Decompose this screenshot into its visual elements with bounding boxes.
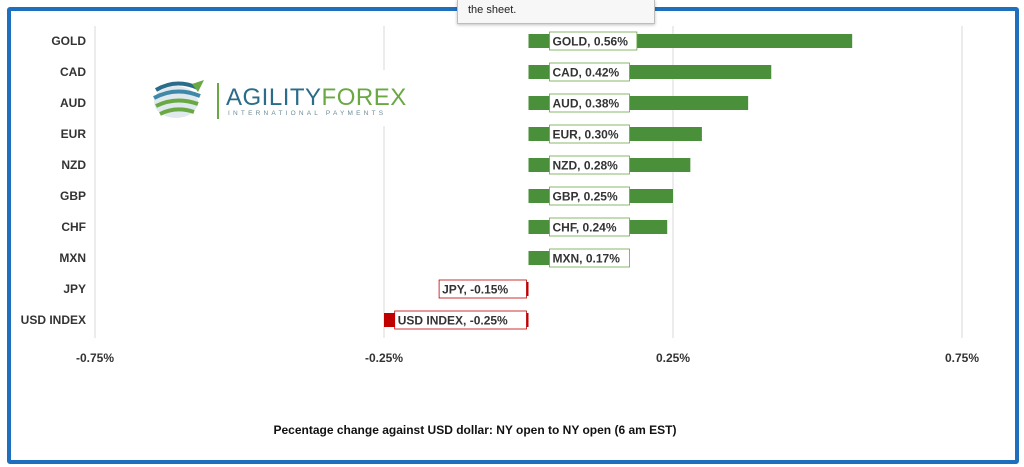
category-label: EUR (61, 127, 87, 141)
tooltip-text: the sheet. (468, 4, 517, 16)
x-axis-caption: Pecentage change against USD dollar: NY … (274, 423, 677, 437)
data-label-box (549, 31, 638, 51)
x-tick-label: -0.75% (76, 351, 114, 365)
data-label: MXN, 0.17% (553, 252, 621, 266)
data-label-box (549, 248, 630, 268)
logo-wordmark: AGILITYFOREX (226, 84, 407, 112)
data-label-box (549, 217, 630, 237)
category-label: CHF (61, 220, 86, 234)
data-label: GOLD, 0.56% (553, 35, 629, 49)
category-label: NZD (61, 158, 86, 172)
x-tick-label: 0.75% (945, 351, 979, 365)
globe-icon (153, 80, 204, 118)
data-label: NZD, 0.28% (553, 159, 619, 173)
category-label: GOLD (51, 34, 86, 48)
logo-word-a: AGILITY (226, 84, 322, 111)
data-label-box (438, 279, 527, 299)
data-label: CAD, 0.42% (553, 66, 620, 80)
x-tick-label: -0.25% (365, 351, 403, 365)
data-label-box (549, 124, 630, 144)
data-label: GBP, 0.25% (553, 190, 618, 204)
category-label: JPY (63, 282, 86, 296)
data-label: CHF, 0.24% (553, 221, 617, 235)
logo-divider (217, 83, 219, 119)
data-label-box (549, 155, 630, 175)
category-label: MXN (59, 251, 86, 265)
data-label-box (394, 310, 527, 330)
tooltip: the sheet. (457, 0, 655, 24)
category-label: USD INDEX (21, 313, 86, 327)
category-label: CAD (60, 65, 86, 79)
agility-forex-logo: AGILITYFOREX INTERNATIONAL PAYMENTS (132, 70, 406, 126)
data-label-box (549, 62, 630, 82)
data-label-box (549, 186, 630, 206)
logo-tagline: INTERNATIONAL PAYMENTS (228, 110, 387, 117)
logo-word-b: FOREX (321, 84, 407, 111)
data-label: AUD, 0.38% (553, 97, 620, 111)
data-label: JPY, -0.15% (442, 283, 508, 297)
category-label: GBP (60, 189, 86, 203)
data-label: USD INDEX, -0.25% (398, 314, 508, 328)
x-tick-label: 0.25% (656, 351, 690, 365)
category-label: AUD (60, 96, 86, 110)
data-label: EUR, 0.30% (553, 128, 619, 142)
data-label-box (549, 93, 630, 113)
